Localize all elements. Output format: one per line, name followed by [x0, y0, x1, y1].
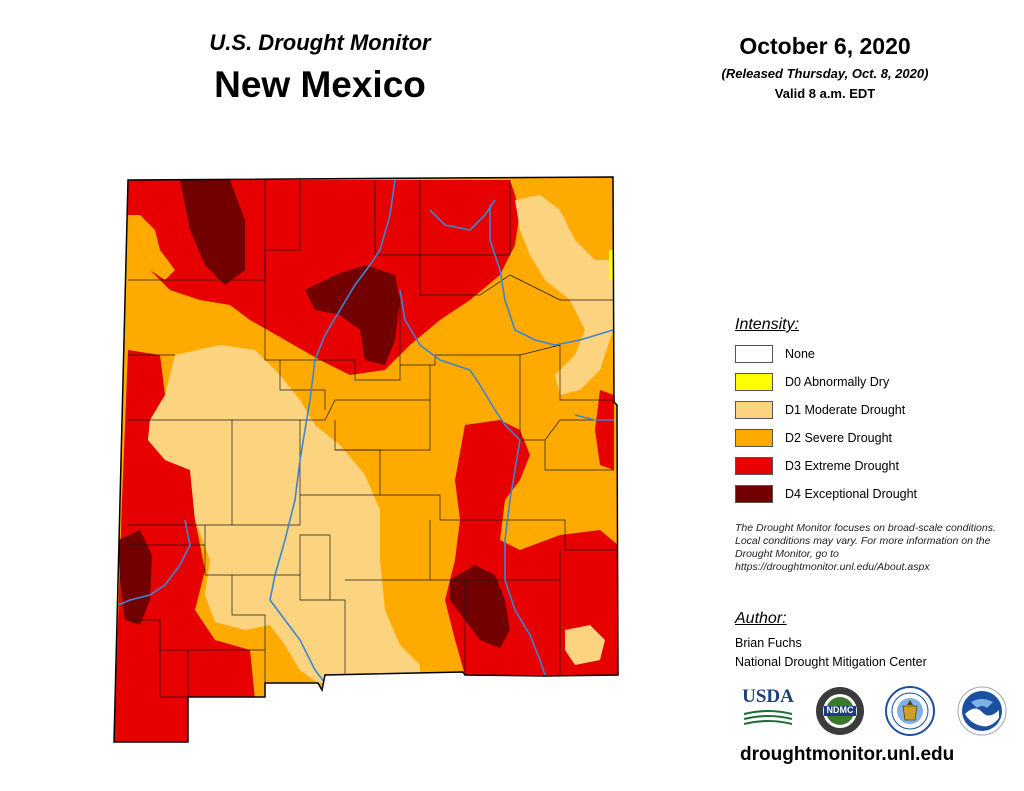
legend-swatch-none: [735, 345, 773, 363]
legend-swatch-d3: [735, 457, 773, 475]
usda-logo[interactable]: USDA: [742, 686, 794, 728]
author-heading: Author:: [735, 610, 787, 627]
d0-sliver-area: [609, 250, 613, 280]
d1-northeast-area: [515, 195, 613, 395]
rivers: [117, 179, 614, 684]
d4-northwest-area: [180, 180, 245, 285]
legend-item-none: None: [735, 344, 815, 364]
county-lines: [128, 180, 618, 698]
author-name: Brian Fuchs: [735, 636, 802, 650]
d3-west-area: [114, 350, 255, 742]
legend-item-d1: D1 Moderate Drought: [735, 400, 905, 420]
d1-central-area: [148, 345, 420, 683]
map-date: October 6, 2020: [739, 33, 911, 59]
drought-map: [113, 176, 619, 743]
usda-logo-text: USDA: [742, 686, 794, 707]
usda-field-icon: [743, 710, 793, 725]
legend-item-d4: D4 Exceptional Drought: [735, 484, 917, 504]
valid-time: Valid 8 a.m. EDT: [774, 86, 876, 101]
d2-northwest-area: [128, 215, 175, 280]
map-title: New Mexico: [214, 64, 426, 105]
disclaimer-note: The Drought Monitor focuses on broad-sca…: [735, 522, 996, 573]
legend-swatch-d1: [735, 401, 773, 419]
state-boundary: [113, 176, 619, 743]
author-org: National Drought Mitigation Center: [735, 655, 927, 669]
ndmc-logo-text: NDMC: [826, 705, 854, 715]
ndmc-seal-icon: [816, 687, 864, 735]
legend-title: Intensity:: [735, 316, 800, 333]
legend-label-none: None: [785, 347, 815, 361]
release-date: (Released Thursday, Oct. 8, 2020): [721, 66, 929, 81]
d3-east-edge-area: [595, 390, 614, 470]
legend-label-d1: D1 Moderate Drought: [785, 403, 906, 417]
legend-swatch-d0: [735, 373, 773, 391]
legend-swatch-d4: [735, 485, 773, 503]
map-subtitle: U.S. Drought Monitor: [209, 30, 431, 55]
legend-label-d2: D2 Severe Drought: [785, 431, 893, 445]
legend-label-d3: D3 Extreme Drought: [785, 459, 899, 473]
ndmc-logo[interactable]: NDMC: [815, 686, 865, 736]
website-link[interactable]: droughtmonitor.unl.edu: [740, 744, 955, 765]
legend-swatch-d2: [735, 429, 773, 447]
legend-label-d4: D4 Exceptional Drought: [785, 487, 918, 501]
d1-east-small-area: [565, 625, 605, 665]
legend-item-d2: D2 Severe Drought: [735, 428, 892, 448]
commerce-seal-icon[interactable]: [885, 686, 935, 736]
legend-item-d3: D3 Extreme Drought: [735, 456, 899, 476]
noaa-logo-icon[interactable]: [957, 686, 1007, 736]
d4-north-central-area: [305, 265, 400, 365]
legend-item-d0: D0 Abnormally Dry: [735, 372, 889, 392]
legend-label-d0: D0 Abnormally Dry: [785, 375, 890, 389]
